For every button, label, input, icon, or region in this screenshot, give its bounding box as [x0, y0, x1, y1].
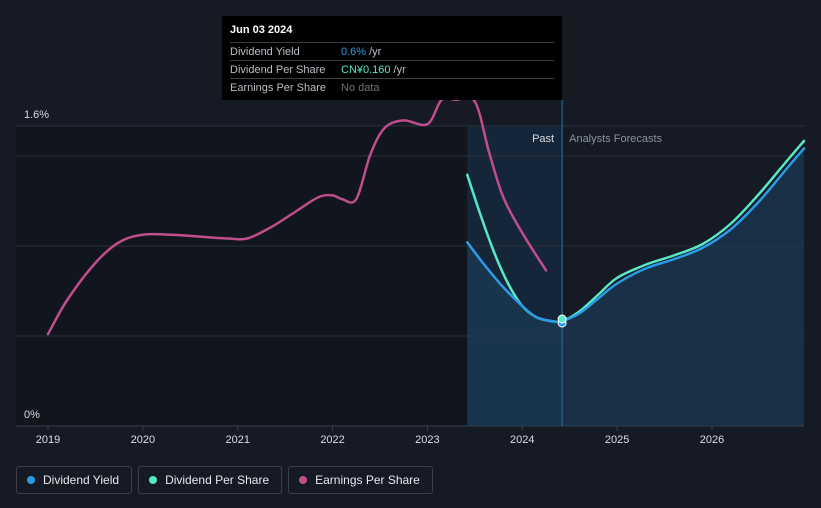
dot-icon	[27, 476, 35, 484]
legend-label: Dividend Per Share	[165, 473, 270, 487]
tooltip-row-dividend-yield: Dividend Yield 0.6% /yr	[230, 42, 554, 60]
dividend-yield-area	[467, 148, 804, 426]
tooltip-unit: /yr	[393, 63, 406, 76]
past-label: Past	[532, 133, 554, 145]
y-tick-label: 0%	[24, 409, 40, 421]
legend: Dividend Yield Dividend Per Share Earnin…	[16, 466, 433, 494]
legend-dividend-per-share[interactable]: Dividend Per Share	[138, 466, 283, 494]
tooltip-value: CN¥0.160	[341, 63, 391, 76]
x-tick-label: 2024	[510, 434, 534, 446]
dot-icon	[299, 476, 308, 484]
tooltip-label: Dividend Per Share	[230, 63, 326, 76]
x-tick-label: 2021	[225, 434, 249, 446]
tooltip-value: No data	[341, 81, 380, 94]
tooltip-row-earnings-per-share: Earnings Per Share No data	[230, 78, 554, 96]
dividend-yield-line	[466, 147, 806, 323]
forecast-areas	[467, 148, 804, 426]
tooltip-row-dividend-per-share: Dividend Per Share CN¥0.160 /yr	[230, 60, 554, 78]
x-tick-label: 2023	[415, 434, 439, 446]
dividend-per-share-marker	[557, 314, 567, 324]
x-axis: 2019 2020 2021 2022 2023 2024 2025 2026	[36, 426, 724, 446]
legend-dividend-yield[interactable]: Dividend Yield	[16, 466, 133, 494]
hover-markers	[557, 314, 567, 328]
forecast-label: Analysts Forecasts	[569, 133, 662, 145]
tooltip-unit: /yr	[369, 45, 382, 58]
tooltip-value: 0.6%	[341, 45, 367, 58]
x-tick-label: 2019	[36, 434, 60, 446]
legend-label: Earnings Per Share	[315, 473, 420, 487]
dividend-per-share-line	[466, 139, 806, 324]
x-tick-label: 2025	[605, 434, 629, 446]
tooltip-label: Dividend Yield	[230, 45, 300, 58]
legend-label: Dividend Yield	[43, 473, 120, 487]
x-tick-label: 2020	[131, 434, 155, 446]
tooltip: Jun 03 2024 Dividend Yield 0.6% /yr Divi…	[222, 16, 562, 100]
x-tick-label: 2026	[700, 434, 724, 446]
x-tick-label: 2022	[320, 434, 344, 446]
tooltip-label: Earnings Per Share	[230, 81, 326, 94]
dot-icon	[149, 476, 158, 484]
legend-earnings-per-share[interactable]: Earnings Per Share	[288, 466, 433, 494]
tooltip-date: Jun 03 2024	[230, 24, 293, 36]
y-axis: 1.6% 0%	[24, 109, 49, 421]
y-tick-label: 1.6%	[24, 109, 49, 121]
